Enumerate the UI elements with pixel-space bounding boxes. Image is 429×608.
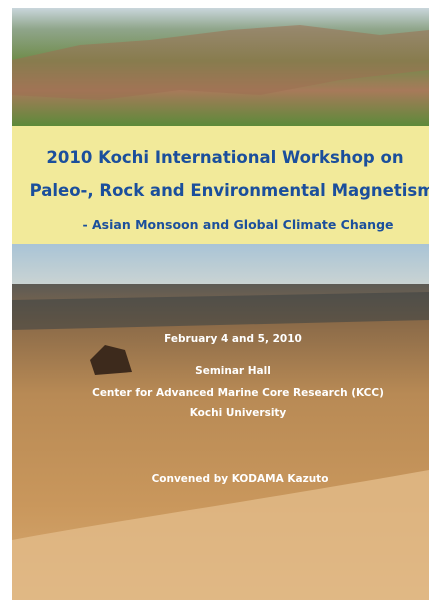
page: 2010 Kochi International Workshop on Pal… (0, 0, 429, 608)
title-line: 2010 Kochi International Workshop on (46, 148, 403, 167)
title-line: Paleo-, Rock and Environmental Magnetism (30, 181, 429, 200)
subtitle: - Asian Monsoon and Global Climate Chang… (82, 217, 393, 232)
poster: 2010 Kochi International Workshop on Pal… (0, 0, 429, 608)
convener: Convened by KODAMA Kazuto (152, 473, 329, 485)
sky (12, 244, 429, 284)
date: February 4 and 5, 2010 (164, 333, 302, 345)
venue-line: Center for Advanced Marine Core Research… (92, 387, 384, 399)
venue-line: Seminar Hall (195, 365, 271, 377)
venue-line: Kochi University (190, 407, 287, 419)
